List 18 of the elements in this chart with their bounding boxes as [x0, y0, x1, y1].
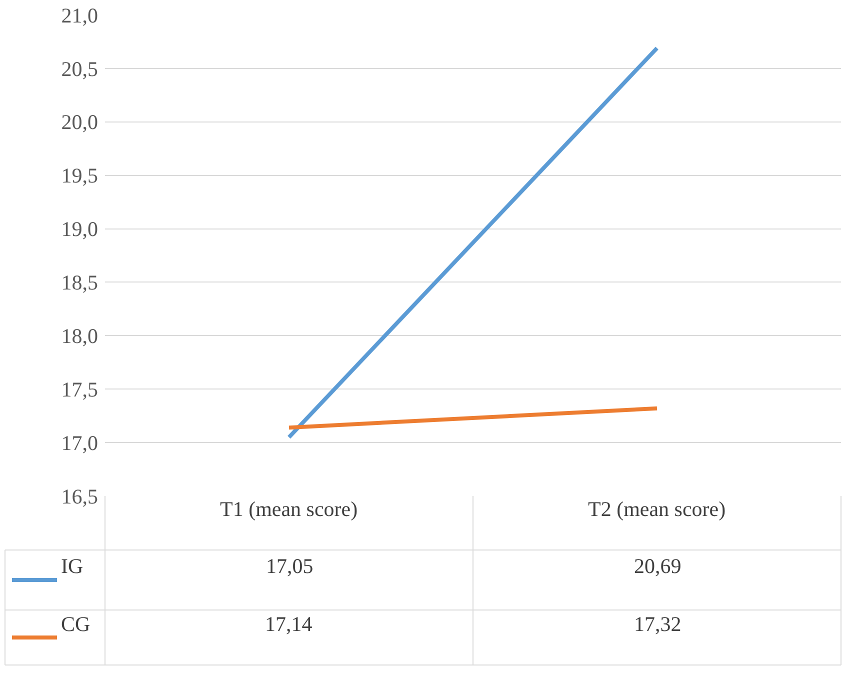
legend-label: CG	[61, 612, 90, 636]
y-tick-label: 19,0	[61, 217, 98, 242]
y-tick-label: 18,5	[61, 270, 98, 295]
y-tick-label: 16,5	[61, 484, 98, 508]
y-tick-label: 17,5	[61, 377, 98, 402]
y-tick-label: 18,0	[61, 324, 98, 348]
data-label: 17,32	[634, 612, 682, 636]
y-tick-label: 21,0	[61, 3, 98, 28]
data-label: 17,14	[265, 612, 313, 636]
x-tick-label: T2 (mean score)	[588, 497, 726, 521]
y-tick-label: 20,5	[61, 56, 98, 81]
legend-label: IG	[61, 554, 84, 578]
x-tick-label: T1 (mean score)	[220, 497, 358, 521]
y-tick-label: 20,0	[61, 110, 98, 134]
data-label: 20,69	[634, 554, 682, 578]
y-tick-label: 19,5	[61, 164, 98, 188]
data-label: 17,05	[266, 554, 314, 578]
y-tick-label: 17,0	[61, 430, 98, 455]
